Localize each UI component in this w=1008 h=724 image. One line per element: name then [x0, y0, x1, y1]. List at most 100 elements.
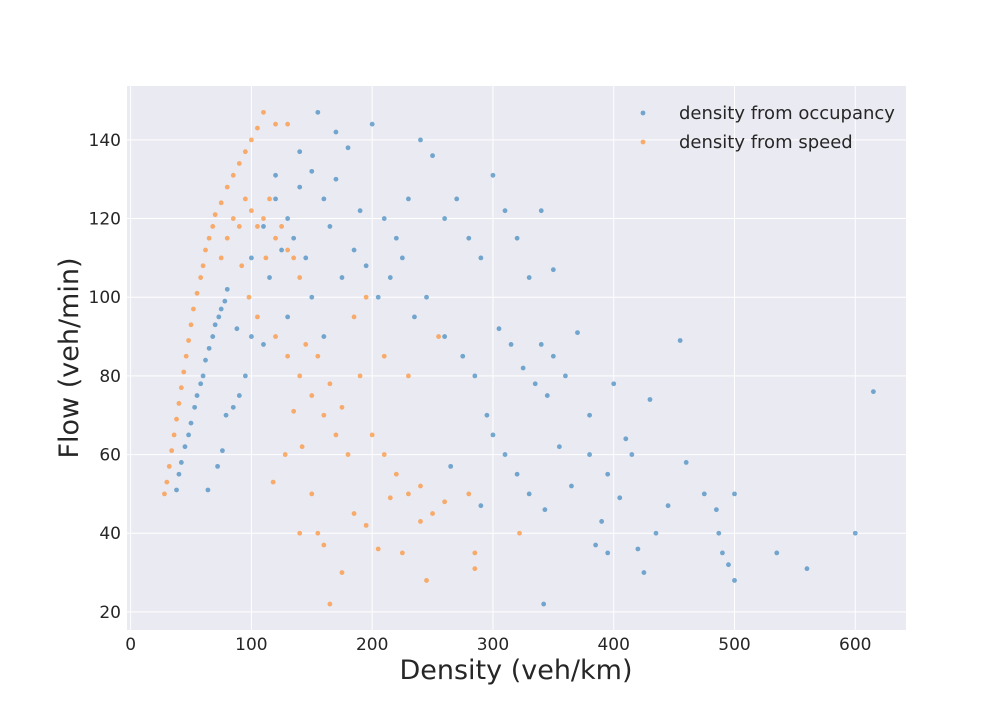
- grid: [127, 86, 906, 630]
- point: [212, 212, 218, 218]
- point: [239, 263, 245, 269]
- point: [255, 224, 260, 229]
- point: [339, 570, 345, 575]
- point: [436, 334, 441, 339]
- point: [261, 342, 266, 347]
- point: [215, 463, 220, 469]
- point: [605, 550, 611, 556]
- point: [321, 542, 327, 548]
- point: [174, 416, 179, 422]
- point: [248, 334, 254, 339]
- ticks: 0 100 200 300 400 500 600 20 40 60 80 100 120 140: [89, 131, 872, 655]
- point: [345, 145, 351, 151]
- x-tick-label: 300: [477, 635, 509, 655]
- point: [381, 353, 387, 359]
- point: [174, 487, 179, 493]
- point: [611, 381, 617, 387]
- point: [315, 353, 321, 359]
- point: [261, 216, 266, 221]
- point: [563, 373, 568, 379]
- point: [315, 109, 321, 115]
- point: [333, 176, 339, 182]
- legend-label: density from speed: [679, 132, 853, 153]
- point: [716, 530, 722, 536]
- point: [206, 235, 212, 241]
- point: [309, 168, 315, 174]
- point: [270, 479, 276, 485]
- point: [263, 255, 269, 261]
- legend: density from occupancy density from speed: [640, 103, 895, 153]
- point: [162, 491, 167, 497]
- point: [520, 365, 526, 371]
- point: [248, 255, 254, 261]
- point: [176, 401, 182, 406]
- point: [230, 404, 236, 410]
- point: [261, 109, 266, 115]
- legend-label: density from occupancy: [679, 103, 895, 124]
- point: [406, 196, 411, 202]
- point: [218, 306, 224, 312]
- point: [544, 393, 550, 398]
- plot-area: [127, 86, 906, 630]
- point: [490, 432, 496, 438]
- point: [478, 255, 484, 261]
- point: [315, 530, 321, 536]
- point: [393, 235, 399, 241]
- point: [279, 247, 284, 253]
- point: [406, 491, 411, 497]
- point: [726, 562, 731, 568]
- point: [188, 322, 194, 328]
- point: [508, 342, 514, 347]
- y-tick-label: 40: [99, 524, 121, 544]
- point: [430, 511, 435, 516]
- point: [220, 448, 225, 454]
- point: [273, 334, 278, 339]
- points: [162, 109, 876, 607]
- point: [442, 499, 448, 505]
- point: [393, 471, 399, 477]
- point: [713, 507, 719, 513]
- point: [327, 224, 333, 229]
- point: [550, 267, 556, 273]
- point: [542, 507, 548, 513]
- point: [399, 255, 405, 261]
- point: [210, 224, 216, 229]
- x-tick-label: 600: [839, 635, 871, 655]
- x-tick-label: 100: [235, 635, 267, 655]
- y-tick-label: 140: [89, 131, 121, 151]
- point: [200, 373, 206, 379]
- point: [297, 275, 303, 280]
- point: [282, 452, 288, 457]
- point: [587, 412, 592, 418]
- point: [424, 294, 429, 300]
- point: [575, 330, 580, 336]
- point: [653, 530, 659, 536]
- point: [541, 601, 547, 607]
- point: [677, 338, 683, 343]
- point: [418, 483, 423, 489]
- point: [701, 491, 707, 497]
- point: [299, 444, 305, 450]
- point: [587, 452, 592, 457]
- point: [188, 420, 194, 426]
- point: [285, 121, 291, 127]
- point: [246, 294, 252, 300]
- point: [357, 208, 363, 214]
- point: [169, 448, 175, 454]
- point: [297, 184, 303, 190]
- point: [526, 275, 532, 280]
- point: [309, 393, 315, 398]
- point: [502, 208, 508, 214]
- point: [647, 397, 653, 402]
- x-tick-label: 0: [125, 635, 136, 655]
- point: [424, 578, 429, 583]
- point: [351, 247, 357, 253]
- point: [363, 522, 369, 528]
- point: [538, 342, 544, 347]
- point: [321, 334, 327, 339]
- point: [484, 412, 490, 418]
- point: [623, 436, 629, 442]
- point: [224, 286, 230, 292]
- point: [556, 444, 562, 450]
- point: [285, 314, 291, 320]
